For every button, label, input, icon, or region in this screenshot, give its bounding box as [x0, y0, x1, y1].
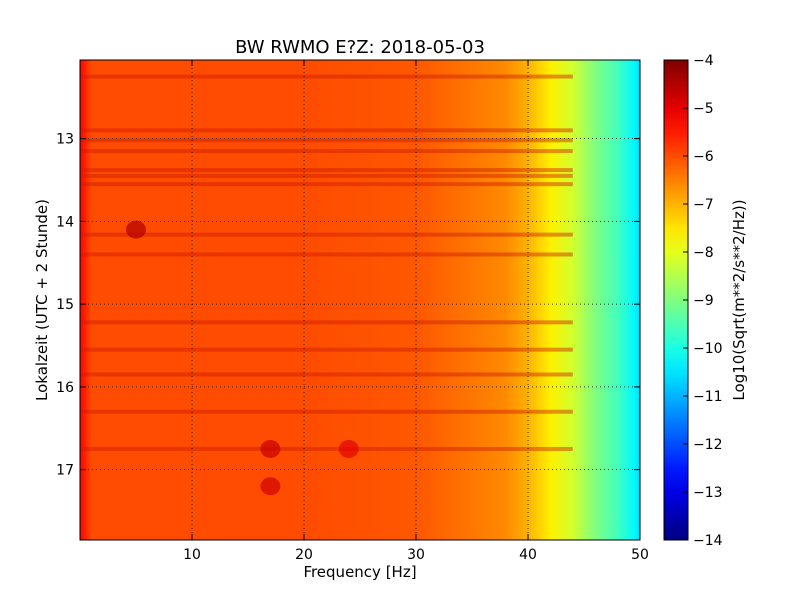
x-tick-label: 10 [183, 547, 201, 563]
y-axis-label: Lokalzeit (UTC + 2 Stunde) [33, 199, 51, 401]
colorbar-tick-label: −12 [693, 437, 723, 453]
y-axis-ticks: 13 14 15 16 17 [56, 132, 640, 479]
colorbar-tick-label: −13 [693, 485, 723, 501]
spectrogram-band [80, 182, 573, 187]
colorbar-tick-label: −4 [693, 53, 714, 69]
plot-frame [79, 59, 641, 541]
spectrogram-hotspot [260, 477, 281, 496]
spectrogram-bands [80, 74, 573, 451]
grid-lines [80, 60, 640, 540]
colorbar-tick-label: −7 [693, 197, 714, 213]
y-tick-label: 16 [56, 380, 74, 396]
colorbar-tick-label: −14 [693, 533, 723, 549]
x-tick-label: 40 [519, 547, 537, 563]
chart-title: BW RWMO E?Z: 2018-05-03 [235, 37, 485, 58]
y-tick-label: 15 [56, 297, 74, 313]
spectrogram-hotspot [126, 220, 146, 239]
spectrogram-band [80, 74, 573, 79]
colorbar-tick-label: −8 [693, 245, 714, 261]
y-tick-label: 13 [56, 132, 74, 148]
spectrogram-band [80, 232, 573, 237]
colorbar-tick-label: −10 [693, 341, 723, 357]
spectrogram-band [80, 409, 573, 414]
spectrogram-features [126, 220, 359, 496]
colorbar-tick-label: −9 [693, 293, 714, 309]
y-tick-label: 14 [56, 214, 74, 230]
colorbar: −4 −5 −6 −7 −8 −9 −10 −11 −12 −13 −14 Log10(Sqrt(m… [663, 53, 748, 549]
colorbar-label: Log10(Sqrt(m**2/s**2/Hz)) [730, 199, 748, 400]
x-tick-label: 30 [407, 547, 425, 563]
spectrogram-band [80, 173, 573, 178]
spectrogram-band [80, 168, 573, 173]
colorbar-tick-label: −6 [693, 149, 714, 165]
spectrogram-band [80, 372, 573, 377]
colorbar-tick-label: −5 [693, 101, 714, 117]
x-tick-label: 50 [631, 547, 649, 563]
y-tick-label: 17 [56, 463, 74, 479]
spectrogram-band [80, 446, 573, 451]
x-axis-ticks: 10 20 30 40 50 [183, 60, 649, 563]
colorbar-tick-label: −11 [693, 389, 723, 405]
plot-area [80, 60, 640, 540]
spectrogram-hotspot [260, 439, 281, 458]
spectrogram-band [80, 128, 573, 133]
x-axis-label: Frequency [Hz] [303, 563, 416, 581]
spectrogram-hotspot [338, 439, 359, 458]
spectrogram-band [80, 149, 573, 154]
spectrogram-band [80, 320, 573, 325]
colorbar-ticks: −4 −5 −6 −7 −8 −9 −10 −11 −12 −13 −14 [683, 53, 723, 549]
spectrogram-band [80, 347, 573, 352]
spectrogram-band [80, 252, 573, 257]
x-tick-label: 20 [295, 547, 313, 563]
spectrogram-band [80, 138, 573, 143]
spectrogram-background [80, 60, 640, 540]
